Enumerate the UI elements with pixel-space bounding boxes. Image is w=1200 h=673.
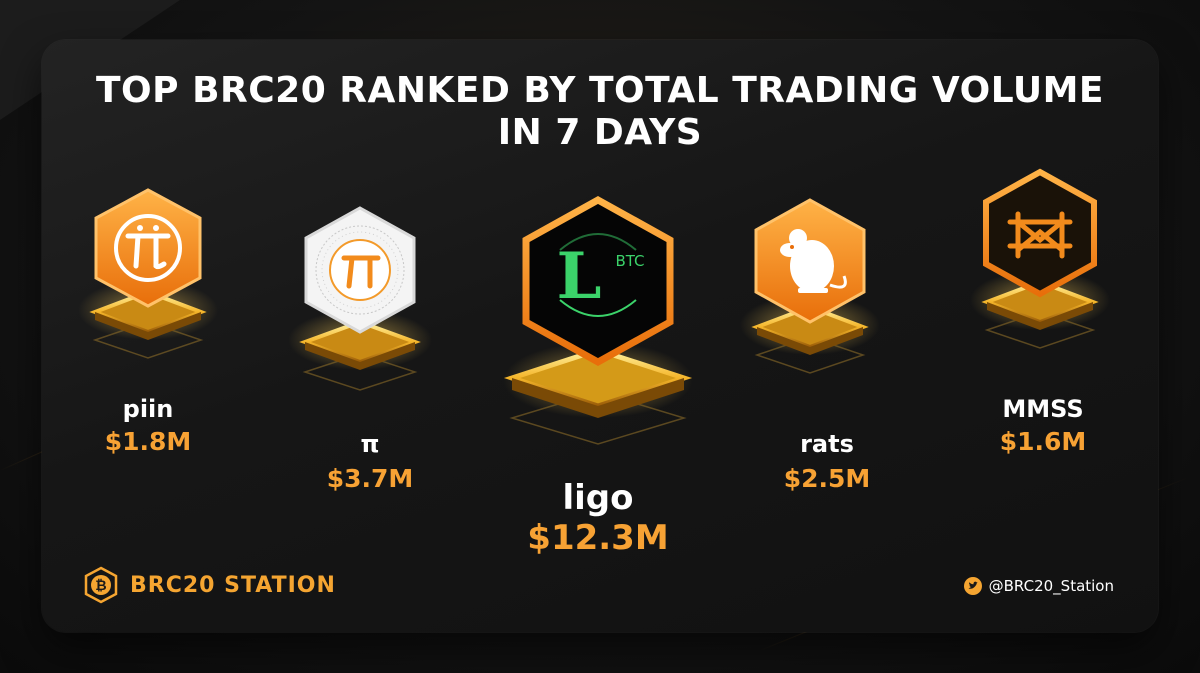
token-name: ligo xyxy=(562,478,634,518)
token-volume: $1.8M xyxy=(104,427,192,456)
token-rats xyxy=(740,198,880,374)
twitter-handle[interactable]: @BRC20_Station xyxy=(963,577,1114,595)
ligo-logo-letter: L xyxy=(557,239,602,314)
token-name: MMSS xyxy=(1002,395,1084,423)
piin-hexagon xyxy=(94,188,202,308)
token-ligo xyxy=(503,195,693,445)
svg-text:₿: ₿ xyxy=(95,578,106,594)
brand-logo: ₿ BRC20 STATION xyxy=(82,566,336,604)
token-pi xyxy=(288,206,432,391)
brand-name: BRC20 STATION xyxy=(130,572,336,598)
token-volume: $1.6M xyxy=(999,427,1087,456)
token-volume: $2.5M xyxy=(783,464,871,493)
page-subtitle: IN 7 DAYS xyxy=(497,112,703,153)
token-volume: $12.3M xyxy=(527,518,669,558)
ligo-hexagon xyxy=(522,195,674,367)
pi-network-icon xyxy=(114,214,182,282)
bitcoin-icon: ₿ xyxy=(84,566,118,604)
token-piin xyxy=(78,188,218,359)
rat-icon xyxy=(780,229,847,293)
token-mmss xyxy=(970,168,1110,349)
page-title: TOP BRC20 RANKED BY TOTAL TRADING VOLUME xyxy=(96,70,1104,111)
token-volume: $3.7M xyxy=(326,464,414,493)
pi-digits-icon xyxy=(315,225,405,315)
twitter-icon xyxy=(963,577,982,595)
token-name: π xyxy=(360,430,380,458)
ligo-logo-sub: BTC xyxy=(615,252,644,270)
ligo-btc-icon xyxy=(559,233,637,317)
twitter-handle-text: @BRC20_Station xyxy=(988,577,1114,595)
token-name: piin xyxy=(122,395,174,423)
mmss-icon xyxy=(1007,211,1073,259)
token-name: rats xyxy=(800,430,854,458)
